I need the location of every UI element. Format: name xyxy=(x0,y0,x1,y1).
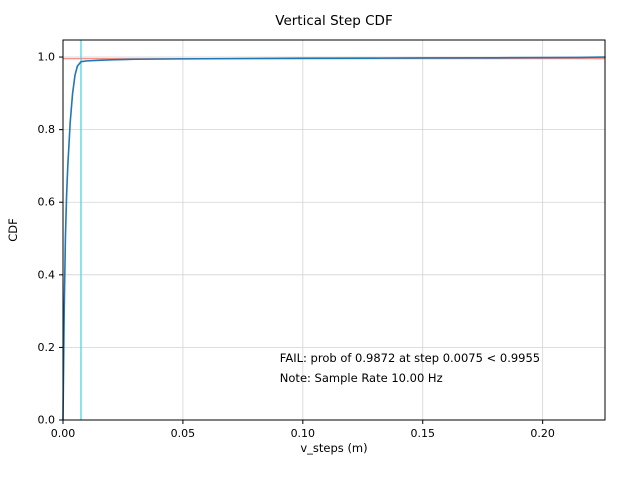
x-tick-label: 0.00 xyxy=(51,427,76,440)
chart-title: Vertical Step CDF xyxy=(275,13,392,29)
x-tick-label: 0.20 xyxy=(530,427,555,440)
y-tick-label: 0.8 xyxy=(38,123,56,136)
plot-border xyxy=(62,39,606,421)
y-tick-label: 1.0 xyxy=(38,51,56,64)
x-tick-label: 0.15 xyxy=(410,427,435,440)
y-axis-label: CDF xyxy=(6,218,20,242)
y-tick-label: 0.2 xyxy=(38,341,56,354)
x-tick-label: 0.10 xyxy=(291,427,316,440)
y-tick-label: 0.6 xyxy=(38,196,56,209)
annotation-fail: FAIL: prob of 0.9872 at step 0.0075 < 0.… xyxy=(280,351,540,365)
x-axis-label: v_steps (m) xyxy=(300,441,367,455)
y-tick-label: 0.0 xyxy=(38,414,56,427)
annotation-note: Note: Sample Rate 10.00 Hz xyxy=(280,371,443,385)
y-tick-label: 0.4 xyxy=(38,268,56,281)
cdf-curve xyxy=(62,56,606,421)
x-tick-label: 0.05 xyxy=(171,427,196,440)
